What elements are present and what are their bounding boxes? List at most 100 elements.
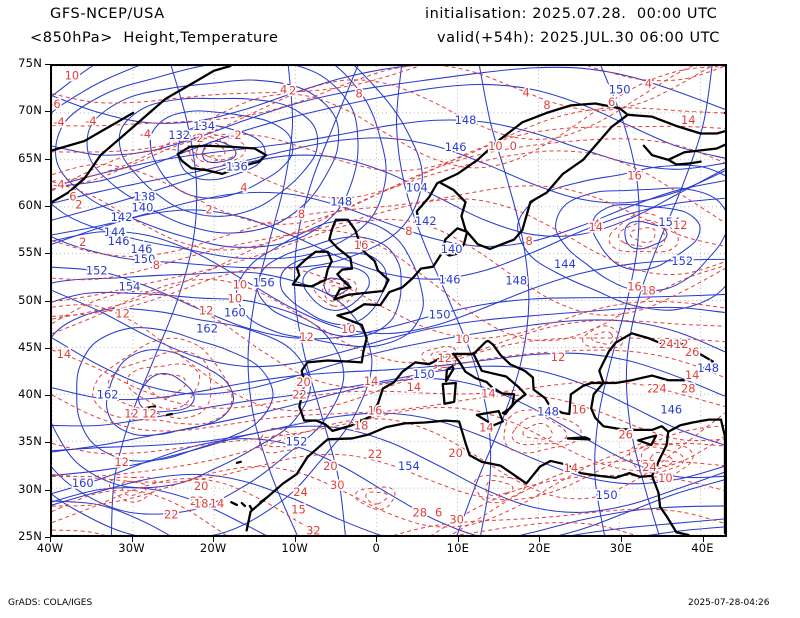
svg-text:15: 15 <box>291 503 306 517</box>
y-tick-45n: 45N <box>18 339 42 354</box>
svg-text:20: 20 <box>448 446 463 460</box>
svg-text:-4: -4 <box>53 177 64 191</box>
svg-text:14: 14 <box>57 347 72 361</box>
svg-text:146: 146 <box>108 234 130 248</box>
svg-text:26: 26 <box>685 345 700 359</box>
svg-text:146: 146 <box>445 140 467 154</box>
svg-text:8: 8 <box>356 86 363 100</box>
svg-text:12: 12 <box>114 455 129 469</box>
y-tick-55n: 55N <box>18 245 42 260</box>
svg-text:-4: -4 <box>85 114 96 128</box>
svg-text:14: 14 <box>681 113 696 127</box>
svg-text:2: 2 <box>75 197 82 211</box>
svg-text:24: 24 <box>652 382 667 396</box>
svg-text:160: 160 <box>224 305 246 319</box>
svg-text:8: 8 <box>526 234 533 248</box>
svg-text:24: 24 <box>659 337 674 351</box>
svg-text:14: 14 <box>564 461 579 475</box>
svg-text:104: 104 <box>406 180 428 194</box>
svg-text:150: 150 <box>596 488 618 502</box>
svg-text:146: 146 <box>131 242 153 256</box>
x-tick-mark <box>213 537 215 542</box>
x-tick-mark <box>620 537 622 542</box>
svg-text:146: 146 <box>445 140 467 154</box>
x-tick-20e: 20E <box>528 541 551 555</box>
svg-text:20: 20 <box>296 375 311 389</box>
map-svg: 1321321341341361361381381401401421421441… <box>52 66 725 535</box>
svg-text:20: 20 <box>194 479 209 493</box>
svg-text:160: 160 <box>224 305 246 319</box>
svg-text:14: 14 <box>479 420 494 434</box>
y-tick-mark <box>45 158 50 160</box>
svg-text:8: 8 <box>405 224 412 238</box>
svg-text:10: 10 <box>65 68 80 82</box>
svg-text:4: 4 <box>593 217 600 231</box>
svg-text:14: 14 <box>407 380 422 394</box>
svg-text:26: 26 <box>618 427 633 441</box>
svg-text:14: 14 <box>407 380 422 394</box>
svg-text:18: 18 <box>641 284 656 298</box>
model-label: GFS-NCEP/USA <box>50 6 165 22</box>
svg-text:32: 32 <box>306 524 321 535</box>
temperature-contours <box>52 66 725 535</box>
svg-text:8: 8 <box>405 224 412 238</box>
svg-text:152: 152 <box>86 264 108 278</box>
svg-text:16: 16 <box>627 280 642 294</box>
svg-text:148: 148 <box>505 274 527 288</box>
svg-text:148: 148 <box>697 361 719 375</box>
svg-text:22: 22 <box>190 494 205 508</box>
svg-text:142: 142 <box>415 214 437 228</box>
svg-text:148: 148 <box>330 194 352 208</box>
svg-text:16: 16 <box>627 169 642 183</box>
contour-map-plot: 132 132 134 134 136 136 138 138 140 140 142 142 144 1… <box>50 64 727 537</box>
initialisation-time-label: initialisation: 2025.07.28. 00:00 UTC <box>425 6 718 22</box>
svg-text:-2: -2 <box>230 128 241 142</box>
svg-text:154: 154 <box>658 215 680 229</box>
svg-text:24: 24 <box>642 460 657 474</box>
y-tick-mark <box>45 537 50 538</box>
y-tick-50n: 50N <box>18 292 42 307</box>
svg-text:28: 28 <box>413 506 428 520</box>
svg-text:146: 146 <box>131 242 153 256</box>
svg-text:-6: -6 <box>52 97 61 111</box>
svg-text:12: 12 <box>673 218 688 232</box>
valid-time-label: valid(+54h): 2025.JUL.30 06:00 UTC <box>437 30 721 46</box>
svg-text:148: 148 <box>505 274 527 288</box>
svg-text:144: 144 <box>104 225 126 239</box>
svg-text:150: 150 <box>413 367 435 381</box>
svg-text:8: 8 <box>298 207 305 221</box>
y-tick-35n: 35N <box>18 434 42 449</box>
svg-text:2: 2 <box>205 202 212 216</box>
svg-text:22: 22 <box>164 508 179 522</box>
map-canvas: 132 132 134 134 136 136 138 138 140 140 142 142 144 1… <box>52 66 725 535</box>
svg-text:16: 16 <box>368 404 383 418</box>
svg-text:162: 162 <box>196 321 218 335</box>
y-tick-25n: 25N <box>18 529 42 543</box>
svg-text:146: 146 <box>108 234 130 248</box>
svg-text:10: 10 <box>233 278 248 292</box>
svg-text:4: 4 <box>240 180 247 194</box>
svg-text:150: 150 <box>609 82 631 96</box>
y-tick-60n: 60N <box>18 197 42 212</box>
y-tick-mark <box>45 300 50 302</box>
svg-text:20: 20 <box>296 375 311 389</box>
svg-text:152: 152 <box>286 434 308 448</box>
svg-text:16: 16 <box>627 169 642 183</box>
temperature-contour-labels: 1010-6-6-4-4-4-4-4-4-4-4-2-2-2-266222222… <box>52 67 701 535</box>
svg-text:18: 18 <box>194 497 209 511</box>
x-tick-10e: 10E <box>446 541 470 555</box>
svg-text:14: 14 <box>589 220 604 234</box>
svg-text:-2: -2 <box>285 83 296 97</box>
x-tick-mark <box>457 537 459 542</box>
x-tick-mark <box>539 537 541 542</box>
y-tick-mark <box>45 205 50 207</box>
svg-text:4: 4 <box>280 82 287 96</box>
svg-text:160: 160 <box>72 476 94 490</box>
svg-text:-4: -4 <box>85 114 96 128</box>
svg-text:14: 14 <box>479 420 494 434</box>
svg-text:136: 136 <box>226 160 248 174</box>
svg-text:24: 24 <box>293 485 308 499</box>
svg-text:28: 28 <box>413 506 428 520</box>
x-tick-30w: 30W <box>118 541 145 555</box>
svg-text:148: 148 <box>330 194 352 208</box>
